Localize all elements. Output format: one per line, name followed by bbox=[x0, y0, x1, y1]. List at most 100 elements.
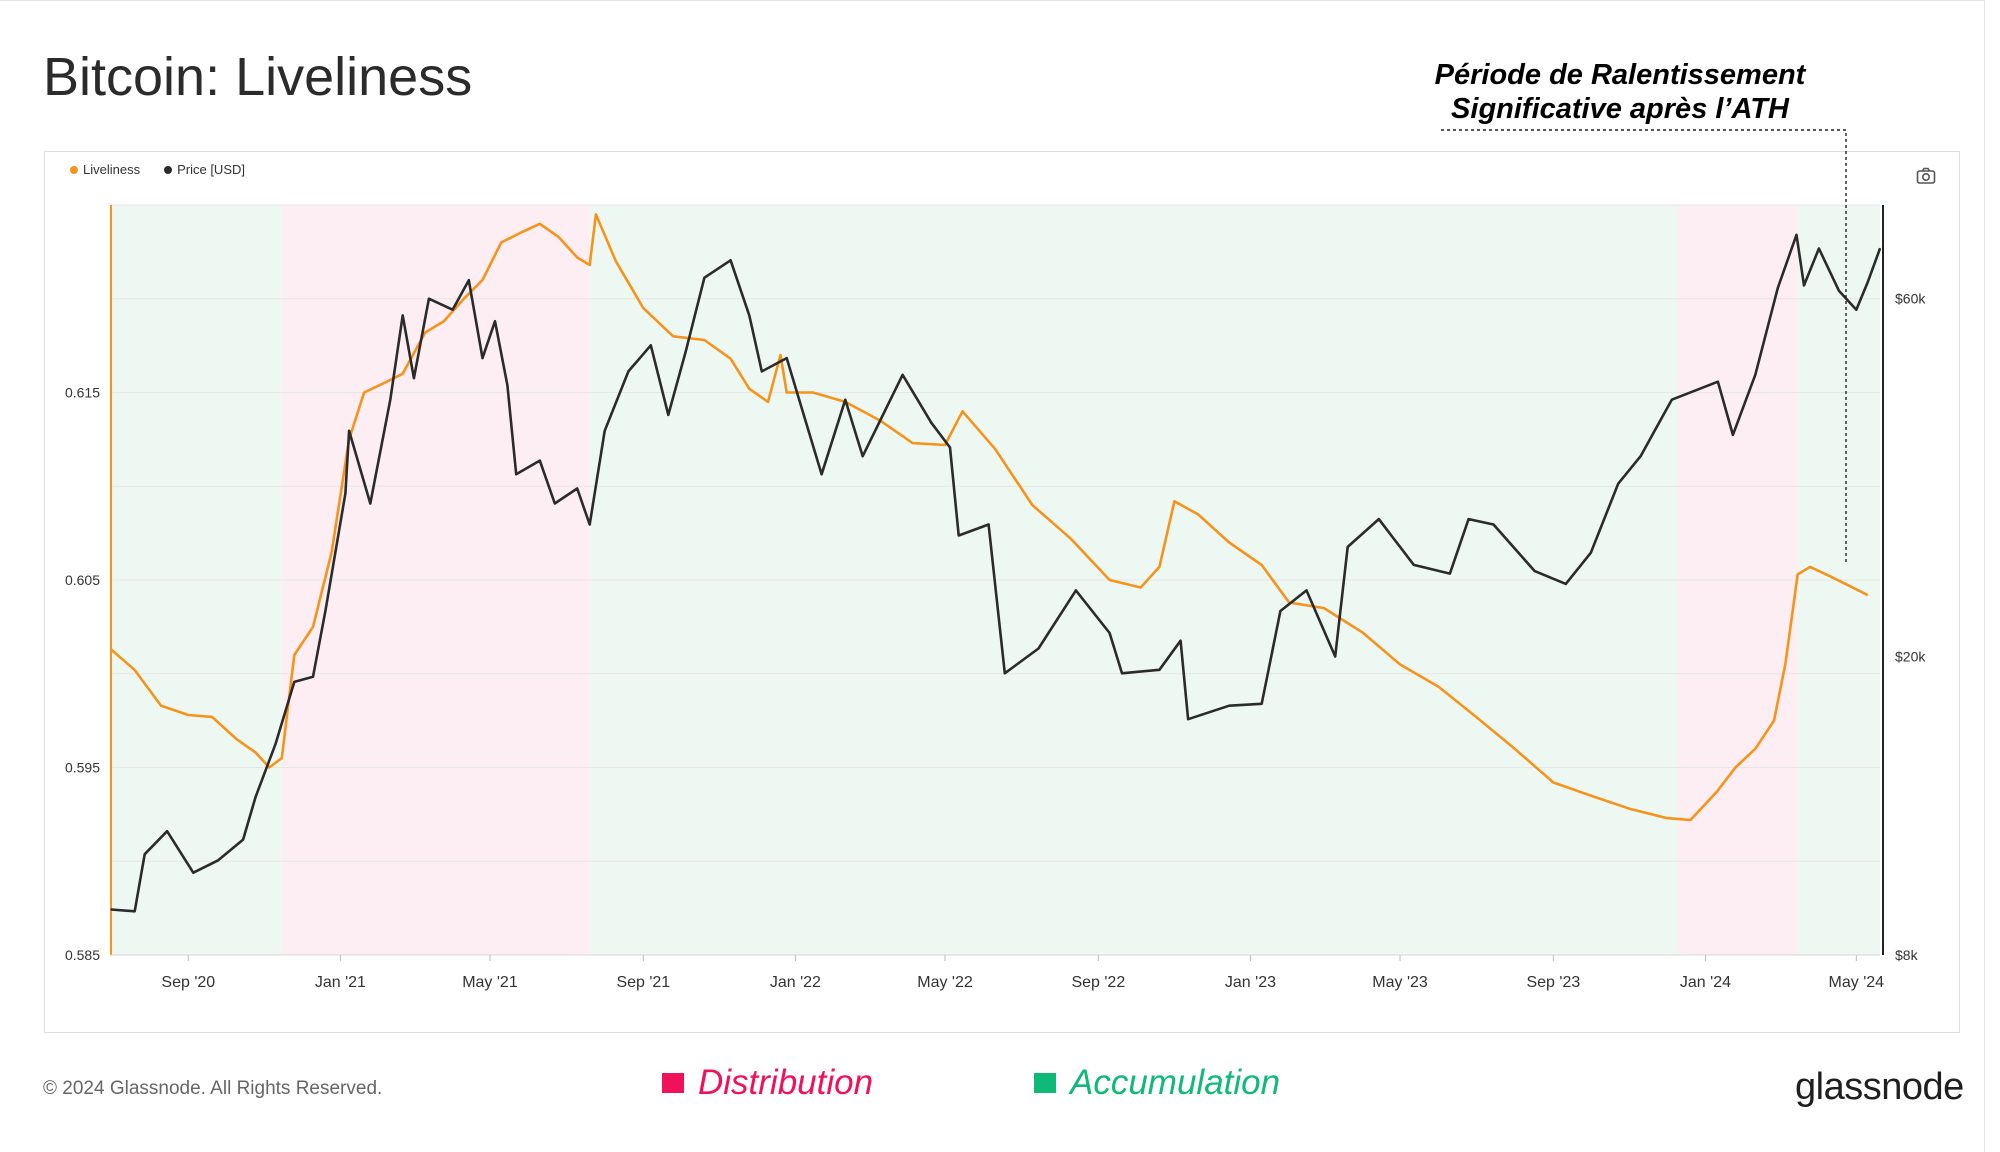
price-point bbox=[274, 742, 277, 745]
price-point bbox=[293, 681, 296, 683]
liveliness-point bbox=[729, 357, 732, 360]
liveliness-point bbox=[1552, 781, 1555, 784]
price-point bbox=[748, 314, 751, 317]
liveliness-point bbox=[1866, 594, 1869, 596]
x-tick-label: May '21 bbox=[462, 974, 518, 991]
liveliness-point bbox=[1108, 579, 1111, 581]
price-point bbox=[344, 492, 347, 495]
price-point bbox=[254, 796, 257, 798]
liveliness-point bbox=[312, 626, 314, 628]
price-point bbox=[389, 398, 392, 401]
price-point bbox=[861, 455, 864, 457]
legend-item-liveliness[interactable]: Liveliness bbox=[70, 162, 140, 177]
x-tick-label: Sep '20 bbox=[161, 974, 215, 991]
price-point bbox=[1732, 434, 1734, 436]
liveliness-line bbox=[110, 213, 1869, 822]
liveliness-point bbox=[1260, 564, 1263, 566]
liveliness-point bbox=[330, 551, 333, 553]
liveliness-point bbox=[615, 260, 617, 263]
key-distribution: Distribution bbox=[662, 1063, 873, 1103]
price-point bbox=[1776, 287, 1779, 289]
price-point bbox=[785, 357, 788, 359]
liveliness-point bbox=[211, 716, 213, 718]
liveliness-point bbox=[911, 442, 914, 444]
price-point bbox=[1449, 572, 1451, 575]
liveliness-point bbox=[539, 222, 541, 225]
price-point bbox=[143, 853, 146, 856]
liveliness-point bbox=[363, 391, 365, 394]
price-point bbox=[1717, 380, 1719, 383]
liveliness-point bbox=[254, 751, 257, 754]
liveliness-point bbox=[1323, 607, 1325, 609]
liveliness-point bbox=[1734, 766, 1737, 769]
chart-legend: Liveliness Price [USD] bbox=[70, 162, 245, 177]
price-point bbox=[133, 910, 136, 913]
price-point bbox=[844, 398, 847, 401]
liveliness-point bbox=[383, 382, 385, 384]
x-tick-label: Sep '23 bbox=[1526, 974, 1580, 991]
legend-dot-liveliness bbox=[70, 165, 78, 174]
liveliness-point bbox=[1589, 794, 1592, 797]
liveliness-point bbox=[595, 213, 597, 216]
price-point bbox=[539, 459, 541, 462]
price-point bbox=[1346, 546, 1349, 548]
key-accumulation: Accumulation bbox=[1034, 1063, 1280, 1103]
price-point bbox=[1228, 704, 1231, 707]
price-point bbox=[1075, 589, 1077, 592]
legend-label-price: Price [USD] bbox=[177, 162, 245, 177]
price-point bbox=[1004, 672, 1006, 675]
price-point bbox=[1179, 639, 1182, 642]
liveliness-point bbox=[187, 714, 190, 716]
liveliness-point bbox=[110, 648, 112, 651]
camera-icon[interactable] bbox=[1916, 166, 1936, 186]
legend-item-price[interactable]: Price [USD] bbox=[164, 162, 245, 177]
liveliness-point bbox=[1139, 586, 1142, 589]
liveliness-point bbox=[401, 372, 404, 375]
liveliness-point bbox=[424, 331, 426, 334]
liveliness-point bbox=[588, 264, 591, 266]
price-point bbox=[901, 373, 904, 376]
accumulation-swatch bbox=[1034, 1073, 1056, 1093]
price-point bbox=[1754, 373, 1757, 376]
liveliness-point bbox=[463, 297, 465, 300]
price-point bbox=[369, 502, 372, 505]
liveliness-point bbox=[779, 354, 782, 356]
price-point bbox=[1467, 518, 1470, 520]
price-point bbox=[217, 859, 220, 862]
price-point bbox=[554, 502, 556, 505]
price-point bbox=[627, 370, 630, 373]
liveliness-point bbox=[1031, 504, 1034, 506]
liveliness-point bbox=[133, 669, 136, 671]
liveliness-point bbox=[1666, 817, 1668, 819]
y-right-tick-label: $8k bbox=[1895, 947, 1919, 963]
x-tick-label: Jan '23 bbox=[1225, 974, 1276, 991]
liveliness-point bbox=[1829, 575, 1831, 578]
price-point bbox=[1533, 570, 1536, 572]
liveliness-point bbox=[642, 307, 645, 309]
liveliness-point bbox=[160, 704, 162, 707]
liveliness-point bbox=[1628, 807, 1631, 810]
price-point bbox=[166, 830, 168, 832]
annotation-callout: Période de Ralentissement Significative … bbox=[1420, 58, 1820, 126]
price-point bbox=[506, 384, 509, 387]
liveliness-point bbox=[481, 279, 484, 281]
liveliness-point bbox=[557, 236, 560, 238]
liveliness-point bbox=[1848, 584, 1850, 587]
price-point bbox=[1818, 247, 1820, 250]
price-point bbox=[1671, 398, 1673, 401]
price-point bbox=[192, 871, 195, 874]
price-point bbox=[1412, 564, 1415, 566]
price-point bbox=[930, 421, 933, 424]
price-point bbox=[1795, 234, 1798, 236]
liveliness-point bbox=[1399, 663, 1401, 666]
price-point bbox=[703, 276, 706, 279]
liveliness-point bbox=[1809, 566, 1811, 568]
price-point bbox=[1617, 482, 1620, 485]
price-point bbox=[576, 487, 579, 490]
price-point bbox=[413, 377, 415, 380]
price-point bbox=[588, 523, 591, 526]
x-tick-label: May '23 bbox=[1372, 974, 1428, 991]
liveliness-point bbox=[1513, 747, 1516, 750]
